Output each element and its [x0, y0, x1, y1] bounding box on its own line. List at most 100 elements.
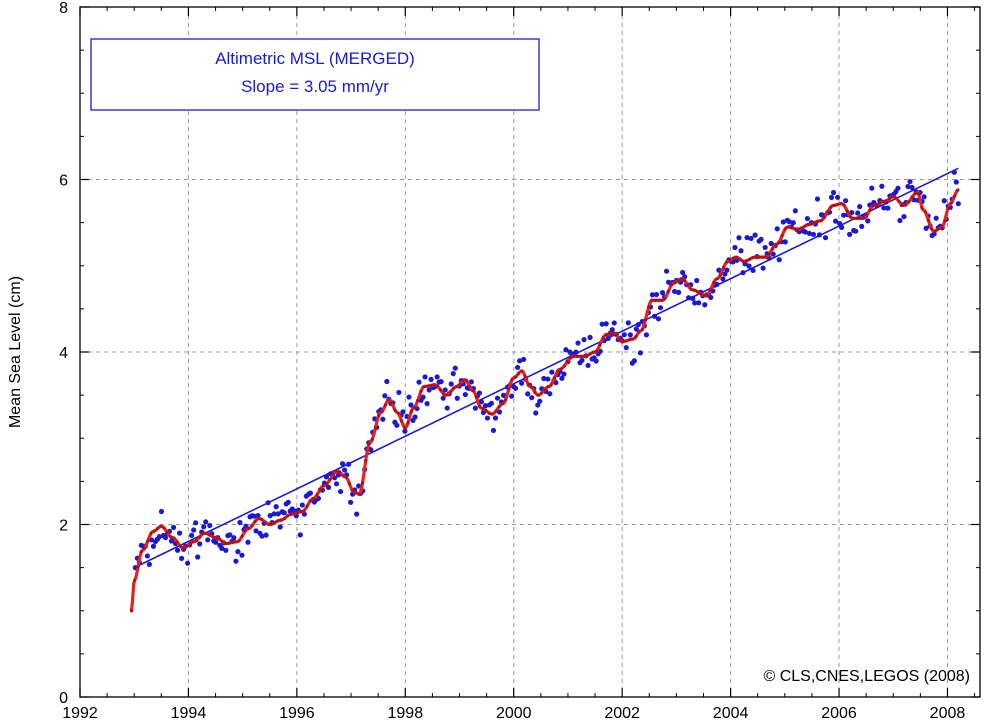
- measurement-point: [752, 232, 758, 238]
- measurement-point: [462, 391, 468, 398]
- smoothed-point: [647, 305, 651, 309]
- smoothed-point: [211, 535, 215, 539]
- smoothed-point: [887, 197, 892, 201]
- measurement-point: [579, 357, 585, 363]
- measurement-point: [191, 527, 197, 533]
- smoothed-point: [263, 520, 267, 524]
- measurement-point: [953, 179, 959, 185]
- measurement-point: [843, 198, 849, 204]
- smoothed-point: [237, 539, 241, 543]
- measurement-point: [339, 461, 346, 467]
- smoothed-point: [598, 343, 602, 347]
- smoothed-point: [276, 519, 280, 523]
- measurement-point: [519, 380, 525, 386]
- measurement-point: [653, 291, 660, 298]
- measurement-point: [828, 194, 835, 200]
- smoothed-point: [383, 403, 387, 407]
- smoothed-point: [787, 225, 791, 229]
- measurement-point: [941, 198, 947, 204]
- measurement-point: [231, 535, 237, 541]
- smoothed-point: [757, 255, 761, 259]
- measurement-point: [881, 205, 887, 211]
- measurement-point: [168, 538, 175, 544]
- smoothed-point: [543, 387, 547, 392]
- measurement-point: [476, 390, 482, 396]
- smoothed-point: [253, 519, 257, 523]
- smoothed-point: [617, 337, 622, 342]
- measurement-point: [185, 560, 191, 566]
- smoothed-point: [614, 332, 618, 337]
- smoothed-point: [595, 349, 599, 353]
- smoothed-point: [149, 531, 153, 535]
- smoothed-point: [302, 509, 306, 513]
- smoothed-point: [552, 376, 557, 380]
- smoothed-point: [910, 195, 914, 199]
- measurement-point: [251, 513, 257, 519]
- smoothed-point: [373, 425, 378, 430]
- smoothed-point: [282, 516, 286, 521]
- measurement-point: [748, 235, 754, 242]
- smoothed-point: [813, 221, 817, 225]
- smoothed-point: [325, 482, 329, 486]
- measurement-point: [847, 231, 853, 237]
- measurement-point: [722, 271, 728, 277]
- smoothed-point: [858, 216, 862, 220]
- smoothed-point: [708, 288, 713, 292]
- smoothed-point: [956, 188, 960, 192]
- measurement-point: [541, 375, 547, 382]
- measurement-point: [830, 189, 837, 196]
- smoothed-point: [569, 356, 573, 360]
- copyright-annotation: © CLS,CNES,LEGOS (2008): [763, 668, 970, 685]
- smoothed-point: [175, 540, 179, 544]
- measurement-point: [444, 405, 450, 411]
- smoothed-point: [630, 337, 635, 341]
- measurement-point: [581, 337, 587, 343]
- smoothed-point: [530, 385, 534, 389]
- smoothed-point: [699, 292, 703, 296]
- smoothed-point: [510, 377, 514, 382]
- measurement-point: [150, 543, 157, 549]
- measurement-point: [637, 350, 643, 356]
- grid-lines: [80, 7, 980, 697]
- axis-ticks: [79, 6, 980, 698]
- measurement-point: [426, 387, 432, 393]
- smoothed-point: [455, 384, 459, 389]
- measurement-point: [702, 302, 708, 308]
- smoothed-point: [162, 526, 166, 530]
- measurement-point: [760, 265, 766, 271]
- smoothed-point: [952, 194, 957, 198]
- smoothed-point: [458, 382, 462, 386]
- smoothed-point: [364, 459, 368, 463]
- smoothed-point: [832, 203, 836, 207]
- measurement-point: [394, 422, 400, 428]
- smoothed-point: [884, 199, 888, 203]
- measurement-point: [631, 358, 637, 364]
- smoothed-point: [712, 280, 716, 285]
- smoothed-point: [188, 541, 192, 546]
- measurement-point: [513, 385, 519, 391]
- measurement-point: [587, 334, 593, 340]
- smoothed-point: [289, 512, 293, 516]
- smoothed-point: [588, 352, 592, 356]
- measurement-point: [341, 467, 348, 473]
- smoothed-point: [686, 283, 690, 287]
- smoothed-point: [669, 283, 674, 287]
- smoothed-point: [468, 385, 472, 389]
- smoothed-point: [448, 390, 452, 394]
- measurement-point: [724, 267, 730, 273]
- smoothed-point: [835, 203, 840, 207]
- smoothed-point: [865, 213, 869, 218]
- smoothed-point: [194, 538, 199, 543]
- measurement-point: [933, 215, 939, 221]
- measurement-point: [333, 481, 340, 487]
- measurement-point: [307, 490, 313, 496]
- smoothed-point: [637, 330, 641, 334]
- smoothed-point: [429, 383, 433, 387]
- measurement-point: [746, 263, 752, 269]
- measurement-point: [814, 196, 821, 202]
- measurement-point: [239, 552, 245, 558]
- measurement-point: [223, 547, 229, 553]
- smoothed-point: [318, 487, 322, 491]
- measurement-point: [758, 236, 764, 242]
- smoothed-point: [214, 535, 218, 540]
